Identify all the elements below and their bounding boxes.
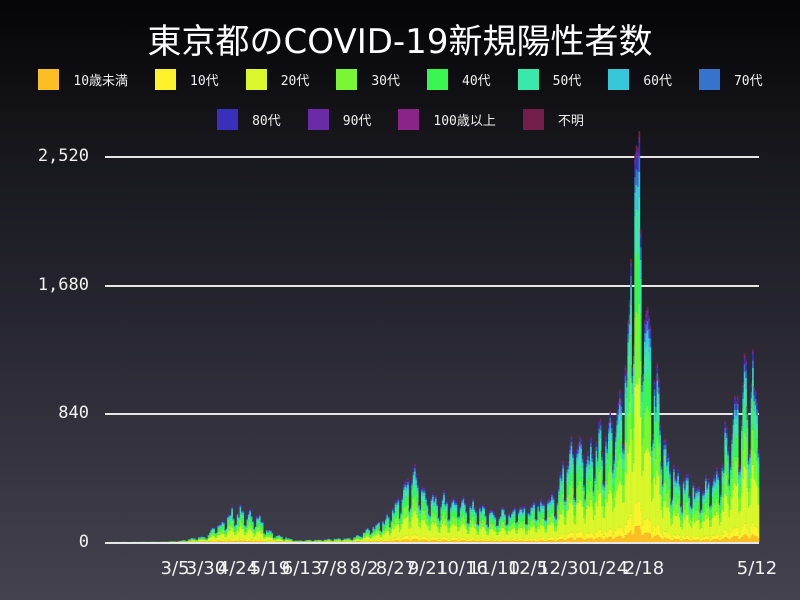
legend-label: 20代 <box>280 74 310 89</box>
x-tick-label: 10/16 <box>436 558 488 579</box>
legend-label: 60代 <box>643 74 672 89</box>
legend-swatch <box>427 69 448 90</box>
legend-item[interactable]: 10代 <box>155 69 219 90</box>
legend-item[interactable]: 20代 <box>245 69 310 90</box>
x-tick-label: 9/21 <box>407 558 449 579</box>
legend-swatch <box>217 109 239 130</box>
legend-item[interactable]: 30代 <box>336 69 400 90</box>
chart-title: 東京都のCOVID-19新規陽性者数 <box>147 22 653 62</box>
legend-item[interactable]: 60代 <box>608 69 672 90</box>
legend-swatch <box>608 69 630 90</box>
legend-swatch <box>698 69 720 90</box>
legend-item[interactable]: 10歳未満 <box>38 69 128 90</box>
legend-item[interactable]: 90代 <box>307 109 372 130</box>
x-tick-label: 7/8 <box>318 558 348 579</box>
legend-swatch <box>398 109 420 130</box>
legend-label: 90代 <box>342 114 372 129</box>
x-tick-label: 5/19 <box>249 558 291 579</box>
legend-item[interactable]: 不明 <box>522 109 584 130</box>
legend-label: 30代 <box>371 74 400 89</box>
gridline <box>105 285 759 287</box>
legend-label: 80代 <box>252 114 281 129</box>
x-tick-label: 3/30 <box>185 558 227 579</box>
x-tick-label: 2/18 <box>623 558 665 579</box>
legend-swatch <box>245 69 267 90</box>
legend-item[interactable]: 40代 <box>427 69 491 90</box>
gridline <box>105 156 759 158</box>
legend-label: 不明 <box>557 114 584 129</box>
legend-swatch <box>522 109 544 130</box>
legend-label: 50代 <box>552 74 582 89</box>
x-tick-label: 3/5 <box>160 558 190 579</box>
legend-item[interactable]: 50代 <box>517 69 582 90</box>
legend-swatch <box>336 69 358 90</box>
x-tick-label: 6/13 <box>281 558 323 579</box>
x-tick-label: 8/27 <box>375 558 417 579</box>
baseline <box>105 542 759 544</box>
gridline <box>105 413 759 415</box>
y-tick-label: 1,680 <box>37 275 89 295</box>
legend-item[interactable]: 70代 <box>698 69 763 90</box>
x-tick-label: 5/12 <box>736 558 778 579</box>
legend-label: 10歳未満 <box>73 74 129 89</box>
x-tick-label: 11/10 <box>468 558 520 579</box>
x-tick-label: 1/24 <box>587 558 629 579</box>
legend-row-1: 10歳未満 10代 20代 30代 40代 50代 60代 70代 <box>0 69 800 90</box>
legend-label: 100歳以上 <box>433 114 496 129</box>
x-tick-label: 12/5 <box>507 558 549 579</box>
x-tick-label: 4/24 <box>217 558 259 579</box>
legend-label: 70代 <box>733 74 763 89</box>
legend-swatch <box>38 69 60 90</box>
legend-label: 10代 <box>190 74 219 89</box>
x-tick-label: 8/2 <box>349 558 379 579</box>
legend-swatch <box>155 69 177 90</box>
legend-swatch <box>307 109 329 130</box>
legend-item[interactable]: 80代 <box>217 109 281 130</box>
legend-swatch <box>517 69 539 90</box>
y-tick-label: 2,520 <box>37 146 89 166</box>
x-tick-label: 12/30 <box>538 558 590 579</box>
legend-item[interactable]: 100歳以上 <box>398 109 496 130</box>
legend-row-2: 80代 90代 100歳以上 不明 <box>0 109 800 130</box>
y-tick-label: 0 <box>78 532 89 552</box>
legend-label: 40代 <box>462 74 491 89</box>
y-tick-label: 840 <box>58 403 89 423</box>
